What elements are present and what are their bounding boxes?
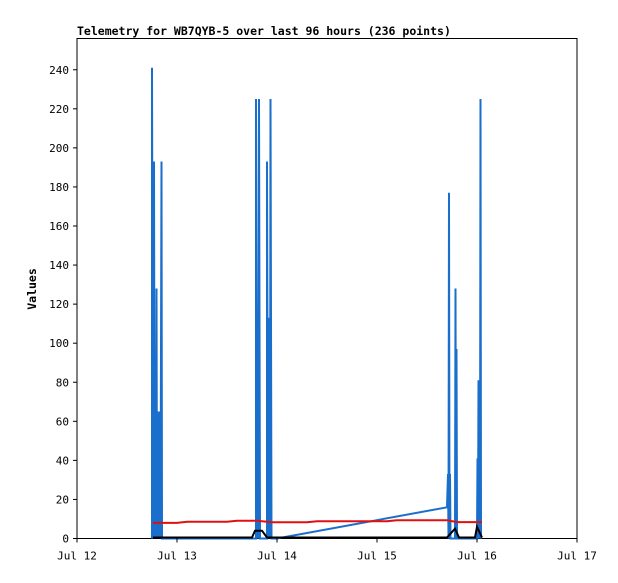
y-tick-label: 240 [49, 64, 69, 77]
y-tick-label: 40 [56, 454, 69, 467]
x-tick-label: Jul 14 [257, 550, 297, 563]
y-axis-ticks: 0 20 40 60 80 100 120 140 160 180 200 220 240 [49, 64, 77, 546]
series-line-1 [151, 67, 482, 540]
y-tick-label: 180 [49, 181, 69, 194]
y-tick-label: 120 [49, 298, 69, 311]
y-tick-label: 100 [49, 337, 69, 350]
series-line-2 [153, 519, 482, 524]
x-tick-label: Jul 15 [357, 550, 397, 563]
x-tick-label: Jul 13 [157, 550, 197, 563]
x-tick-label: Jul 16 [457, 550, 497, 563]
x-tick-label: Jul 17 [557, 550, 597, 563]
y-tick-label: 140 [49, 259, 69, 272]
y-tick-label: 20 [56, 493, 69, 506]
x-tick-label: Jul 12 [57, 550, 97, 563]
y-axis-label: Values [25, 268, 39, 310]
series-layer [151, 67, 483, 540]
y-tick-label: 220 [49, 103, 69, 116]
y-tick-label: 0 [62, 533, 69, 546]
x-axis-ticks: Jul 12 Jul 13 Jul 14 Jul 15 Jul 16 Jul 17 [57, 538, 597, 563]
y-tick-label: 160 [49, 220, 69, 233]
chart-title: Telemetry for WB7QYB-5 over last 96 hour… [77, 24, 451, 38]
y-tick-label: 60 [56, 415, 69, 428]
series-line-3 [153, 523, 483, 539]
y-tick-label: 80 [56, 376, 69, 389]
y-tick-label: 200 [49, 142, 69, 155]
